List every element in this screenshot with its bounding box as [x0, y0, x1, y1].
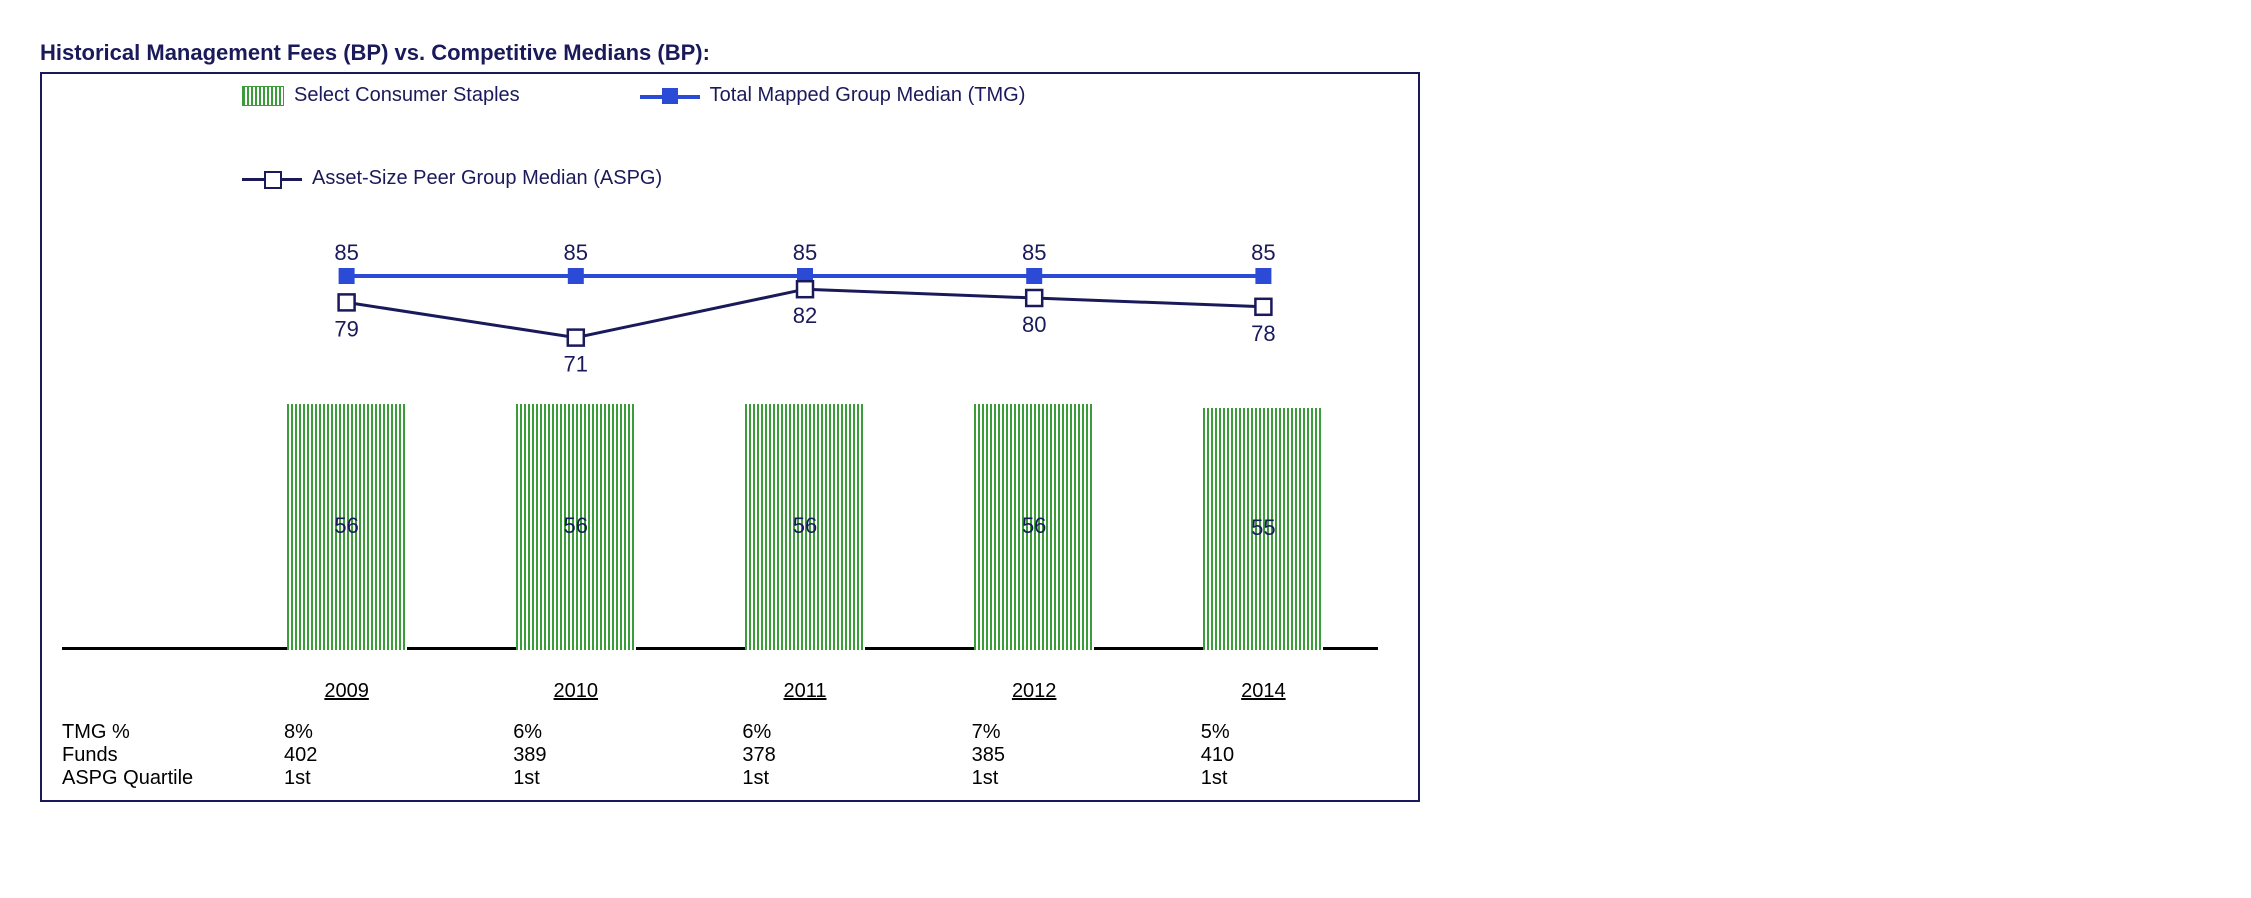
table-cell: 6% — [461, 721, 690, 744]
svg-text:85: 85 — [334, 240, 358, 265]
legend: Select Consumer Staples Total Mapped Gro… — [242, 84, 1398, 190]
table-cell: 1st — [461, 767, 690, 790]
table-row: TMG %8%6%6%7%5% — [62, 721, 1378, 744]
year-label: 2010 — [461, 680, 690, 703]
row-label: TMG % — [62, 721, 232, 744]
bar-value-label: 56 — [735, 513, 875, 539]
table-cell: 8% — [232, 721, 461, 744]
bar-value-label: 56 — [277, 513, 417, 539]
legend-label-aspg: Asset-Size Peer Group Median (ASPG) — [312, 167, 662, 190]
bar-value-label: 56 — [964, 513, 1104, 539]
year-label: 2011 — [690, 680, 919, 703]
table-cell: 1st — [1149, 767, 1378, 790]
svg-text:85: 85 — [1022, 240, 1046, 265]
svg-text:80: 80 — [1022, 312, 1046, 337]
svg-text:79: 79 — [334, 316, 358, 341]
table-cell: 7% — [920, 721, 1149, 744]
chart-container: Select Consumer Staples Total Mapped Gro… — [40, 72, 1420, 802]
row-label: Funds — [62, 744, 232, 767]
bar-value-label: 56 — [506, 513, 646, 539]
svg-text:78: 78 — [1251, 321, 1275, 346]
plot-area: 85 85 85 85 85 79 71 82 80 78 56 56 56 56 55 — [232, 210, 1378, 650]
tmg-swatch-icon — [640, 87, 700, 105]
svg-text:85: 85 — [564, 240, 588, 265]
table-cell: 402 — [232, 744, 461, 767]
svg-text:71: 71 — [564, 352, 588, 377]
table-cell: 1st — [690, 767, 919, 790]
table-cell: 378 — [690, 744, 919, 767]
svg-text:82: 82 — [793, 303, 817, 328]
table-cell: 410 — [1149, 744, 1378, 767]
bar-value-label: 55 — [1193, 515, 1333, 541]
table-cell: 6% — [690, 721, 919, 744]
year-label: 2014 — [1149, 680, 1378, 703]
legend-item-bars: Select Consumer Staples — [242, 84, 520, 107]
row-label: ASPG Quartile — [62, 767, 232, 790]
svg-text:85: 85 — [1251, 240, 1275, 265]
table-row: Funds402389378385410 — [62, 744, 1378, 767]
table-cell: 1st — [920, 767, 1149, 790]
data-table: 20092010201120122014 TMG %8%6%6%7%5%Fund… — [62, 680, 1398, 790]
year-label: 2009 — [232, 680, 461, 703]
table-cell: 389 — [461, 744, 690, 767]
svg-text:85: 85 — [793, 240, 817, 265]
chart-title: Historical Management Fees (BP) vs. Comp… — [40, 40, 2211, 66]
legend-label-tmg: Total Mapped Group Median (TMG) — [710, 84, 1026, 107]
bar-swatch-icon — [242, 86, 284, 106]
table-cell: 5% — [1149, 721, 1378, 744]
legend-label-bars: Select Consumer Staples — [294, 84, 520, 107]
legend-item-aspg: Asset-Size Peer Group Median (ASPG) — [242, 167, 742, 190]
table-cell: 385 — [920, 744, 1149, 767]
year-row: 20092010201120122014 — [62, 680, 1378, 721]
aspg-swatch-icon — [242, 170, 302, 188]
table-cell: 1st — [232, 767, 461, 790]
legend-item-tmg: Total Mapped Group Median (TMG) — [640, 84, 1026, 107]
table-row: ASPG Quartile1st1st1st1st1st — [62, 767, 1378, 790]
year-label: 2012 — [920, 680, 1149, 703]
